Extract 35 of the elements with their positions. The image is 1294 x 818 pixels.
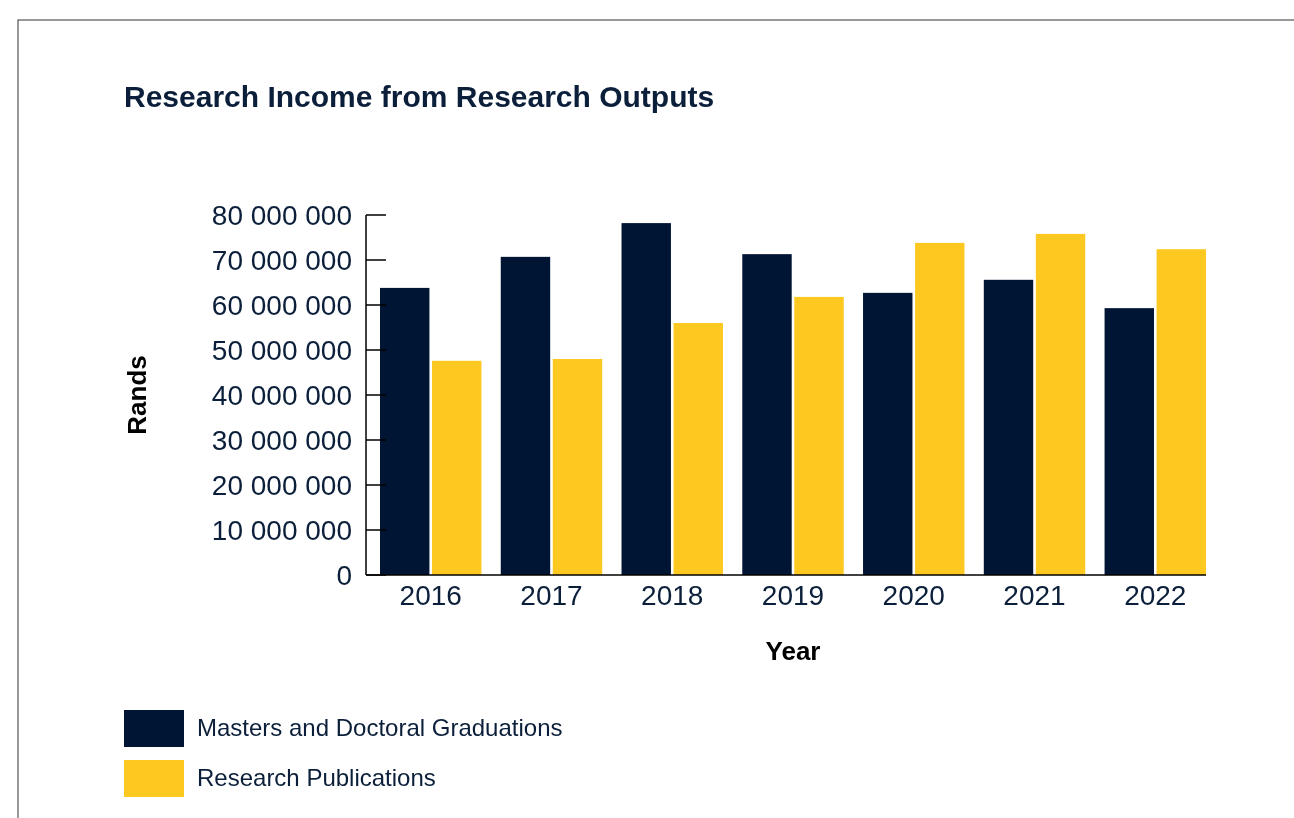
y-tick-label: 10 000 000 (211, 514, 352, 546)
y-tick-label: 80 000 000 (211, 199, 352, 231)
bar (552, 359, 603, 575)
bar (742, 254, 792, 575)
y-tick-label: 70 000 000 (211, 244, 352, 276)
chart-title: Research Income from Research Outputs (124, 80, 715, 113)
x-tick-label: 2021 (1003, 580, 1066, 611)
bar (794, 296, 844, 575)
bar (621, 223, 671, 575)
y-axis-title: Rands (122, 355, 152, 435)
y-tick-label: 30 000 000 (211, 424, 352, 456)
x-tick-label: 2018 (641, 580, 704, 611)
x-tick-label: 2017 (520, 580, 583, 611)
x-tick-label: 2016 (399, 580, 462, 611)
bar (1104, 308, 1154, 575)
y-tick-label: 0 (336, 559, 352, 591)
x-axis-title: Year (765, 636, 821, 666)
bar (673, 323, 723, 575)
x-tick-label: 2019 (761, 580, 825, 611)
y-tick-label: 20 000 000 (211, 469, 352, 501)
bar (983, 279, 1034, 575)
bar (380, 287, 430, 575)
y-tick-label: 60 000 000 (211, 289, 352, 321)
y-tick-label: 40 000 000 (211, 379, 352, 411)
bar (1156, 249, 1206, 575)
bar (1035, 233, 1086, 575)
x-tick-label: 2022 (1124, 580, 1187, 611)
legend-label: Research Publications (197, 764, 436, 792)
y-tick-label: 50 000 000 (211, 334, 352, 366)
x-tick-label: 2020 (882, 580, 945, 611)
bar (915, 242, 965, 575)
legend-label: Masters and Doctoral Graduations (197, 714, 563, 742)
bar (500, 256, 551, 575)
bar (863, 292, 913, 575)
bar (432, 360, 482, 575)
